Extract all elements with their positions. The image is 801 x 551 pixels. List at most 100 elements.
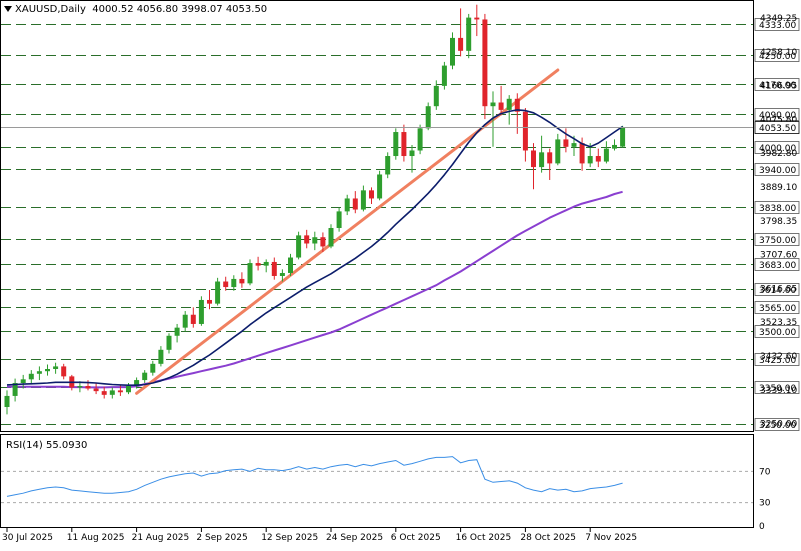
candle-body xyxy=(207,299,212,304)
candle xyxy=(255,256,261,271)
candle-body xyxy=(401,132,407,157)
candle xyxy=(522,108,528,162)
candle-body xyxy=(409,150,415,157)
candle xyxy=(506,95,512,125)
candle-body xyxy=(482,19,488,107)
price-tick: 3339.10 xyxy=(760,386,797,396)
candle-body xyxy=(458,37,464,51)
price-tick: 3250.00 xyxy=(760,420,797,430)
level-label: 4170.00 xyxy=(759,81,796,91)
price-tick: 4075.80 xyxy=(760,115,797,125)
candle xyxy=(279,269,285,282)
time-label: 24 Sep 2025 xyxy=(326,533,383,543)
candle-body xyxy=(190,314,196,324)
level-tag xyxy=(754,163,800,176)
candle-body xyxy=(344,198,350,212)
candle-body xyxy=(166,335,172,350)
candle-body xyxy=(215,281,221,304)
candle xyxy=(117,384,123,396)
level-tag xyxy=(754,301,800,314)
candle-body xyxy=(142,372,148,381)
candle-body xyxy=(158,349,164,364)
level-tag xyxy=(754,283,800,296)
level-tag xyxy=(754,325,800,338)
candle-body xyxy=(531,150,536,168)
price-tick: 3616.85 xyxy=(760,284,797,294)
candle xyxy=(466,13,472,59)
candle-body xyxy=(522,111,528,151)
candle-body xyxy=(595,156,601,162)
candle xyxy=(531,143,536,190)
price-tick: 4349.25 xyxy=(760,14,797,24)
candle xyxy=(417,124,423,155)
candle-body xyxy=(36,371,42,374)
candle-body xyxy=(579,143,585,164)
dropdown-triangle-icon[interactable] xyxy=(4,6,12,12)
candle xyxy=(231,275,237,291)
rsi-level-label: 70 xyxy=(759,467,771,477)
level-tag xyxy=(754,141,800,154)
level-tag xyxy=(754,233,800,246)
candle xyxy=(369,187,374,205)
level-label: 3350.00 xyxy=(759,384,796,394)
rsi-line xyxy=(6,456,623,497)
candle xyxy=(296,231,302,260)
level-tag xyxy=(754,49,800,62)
candle xyxy=(336,207,342,232)
time-label: 12 Sep 2025 xyxy=(261,533,318,543)
candle-body xyxy=(620,127,626,147)
level-tag xyxy=(754,353,800,366)
candle xyxy=(190,307,196,328)
candle-body xyxy=(377,174,383,199)
candle-body xyxy=(450,37,455,66)
slow-ma-line xyxy=(7,190,623,389)
candle xyxy=(377,170,383,201)
level-label: 3614.00 xyxy=(759,286,796,296)
candle-body xyxy=(433,85,439,107)
candle-body xyxy=(174,327,180,336)
candle xyxy=(101,386,107,399)
level-label: 3500.00 xyxy=(759,328,796,338)
candle xyxy=(555,133,561,166)
price-tick: 3523.35 xyxy=(760,318,797,328)
time-label: 7 Nov 2025 xyxy=(585,533,637,543)
candle-body xyxy=(247,263,253,284)
candle-body xyxy=(547,152,553,164)
candle-body xyxy=(474,17,480,20)
fast-ma-line xyxy=(6,109,624,387)
candle-body xyxy=(117,390,123,393)
candle-body xyxy=(20,379,26,384)
candle-body xyxy=(12,383,18,396)
level-label: 3425.00 xyxy=(759,356,796,366)
candle xyxy=(425,102,431,131)
candle xyxy=(247,259,253,286)
candle xyxy=(433,80,439,110)
candle xyxy=(458,8,464,57)
price-tick: 3798.35 xyxy=(760,217,797,227)
price-tick: 4258.10 xyxy=(760,48,797,58)
candle-body xyxy=(279,273,285,276)
candle xyxy=(263,259,269,273)
candle xyxy=(28,370,34,384)
candle xyxy=(612,139,617,151)
candle xyxy=(45,364,50,376)
level-label: 3250.00 xyxy=(759,421,796,431)
level-label: 4000.00 xyxy=(759,144,796,154)
candle xyxy=(547,148,553,181)
rsi-label: RSI(14) 55.0930 xyxy=(6,440,88,451)
time-axis: 30 Jul 2025 11 Aug 2025 21 Aug 2025 2 Sep 2… xyxy=(2,528,637,543)
level-label: 4333.00 xyxy=(759,21,796,31)
level-tag xyxy=(754,78,800,91)
candle-body xyxy=(466,17,472,51)
candle xyxy=(142,370,148,384)
candle-body xyxy=(336,211,342,228)
candle-body xyxy=(101,391,107,395)
price-tick: 3707.60 xyxy=(760,251,797,261)
rsi-level-label: 30 xyxy=(759,499,771,509)
candle-body xyxy=(53,366,59,369)
candle xyxy=(620,125,626,148)
candle xyxy=(239,272,245,288)
level-label: 3940.00 xyxy=(759,166,796,176)
